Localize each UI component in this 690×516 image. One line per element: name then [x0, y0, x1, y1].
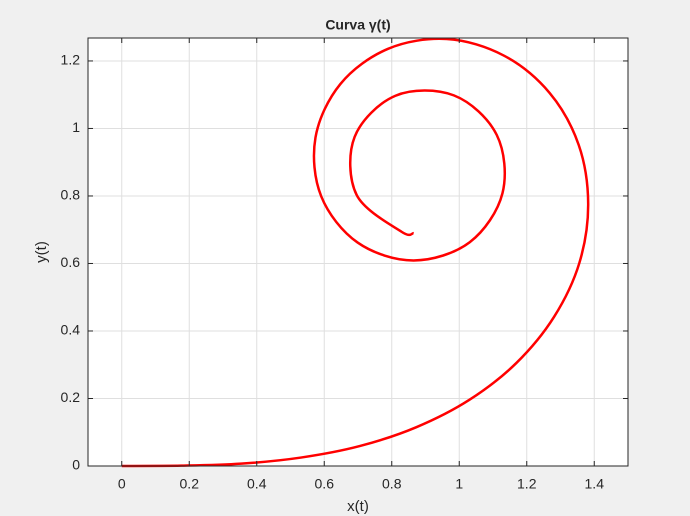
x-tick-label: 0.4	[247, 476, 267, 492]
y-tick-label: 0.4	[61, 322, 81, 338]
x-tick-label: 1.2	[517, 476, 537, 492]
x-tick-label: 0	[118, 476, 126, 492]
x-tick-label: 0.6	[315, 476, 335, 492]
x-tick-label: 1.4	[585, 476, 605, 492]
axes-box	[87, 37, 629, 467]
y-tick-label: 0.8	[61, 187, 81, 203]
x-tick-label: 1	[455, 476, 463, 492]
plot-area	[88, 38, 628, 466]
y-tick-label: 0.2	[61, 389, 81, 405]
y-tick-label: 0	[72, 457, 80, 473]
x-tick-label: 0.8	[382, 476, 402, 492]
x-tick-label: 0.2	[180, 476, 200, 492]
y-axis-label: y(t)	[33, 241, 50, 263]
marks	[121, 37, 590, 468]
y-tick-label: 1.2	[61, 52, 81, 68]
y-tick-label: 0.6	[61, 254, 81, 270]
chart-title: Curva γ(t)	[325, 17, 390, 33]
curve	[121, 37, 590, 468]
y-tick-label: 1	[72, 119, 80, 135]
x-axis-label: x(t)	[347, 498, 369, 515]
